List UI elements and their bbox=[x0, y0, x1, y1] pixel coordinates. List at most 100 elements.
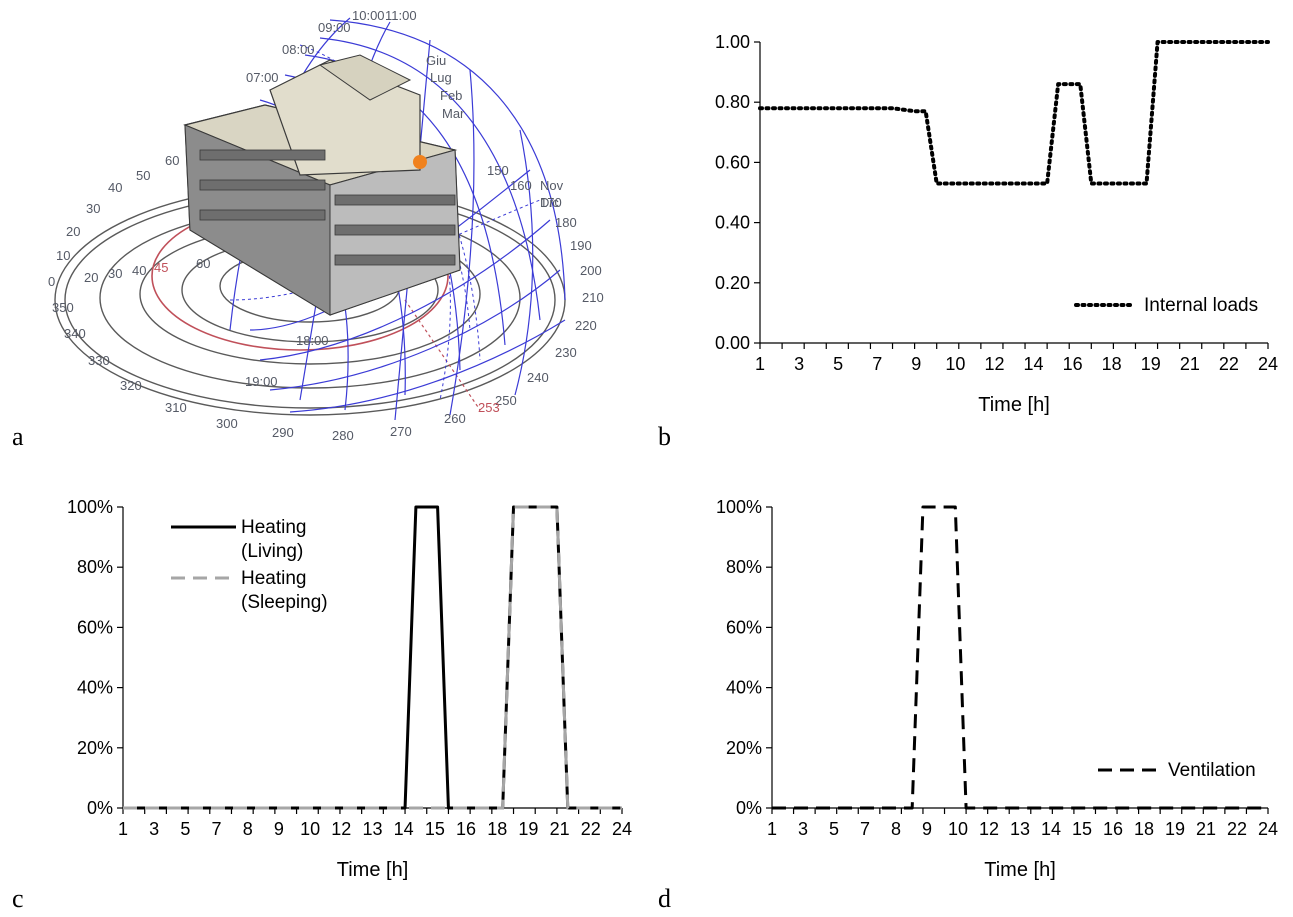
azimuth-label: 170 bbox=[540, 195, 562, 210]
x-tick-label: 8 bbox=[243, 819, 253, 839]
x-tick-label: 21 bbox=[1196, 819, 1216, 839]
azimuth-label: 310 bbox=[165, 400, 187, 415]
radial-label: 60 bbox=[196, 256, 210, 271]
hour-label: 18:00 bbox=[296, 333, 329, 348]
azimuth-label: 220 bbox=[575, 318, 597, 333]
x-tick-label: 5 bbox=[829, 819, 839, 839]
legend-label: (Living) bbox=[241, 541, 303, 562]
azimuth-label: 150 bbox=[487, 163, 509, 178]
series-line-1 bbox=[772, 505, 1268, 810]
azimuth-label: 180 bbox=[555, 215, 577, 230]
hour-label: 11:00 bbox=[385, 8, 417, 23]
legend-label: Heating bbox=[241, 568, 307, 589]
radial-label: 30 bbox=[108, 266, 122, 281]
x-tick-label: 7 bbox=[872, 354, 882, 374]
azimuth-label: 210 bbox=[582, 290, 604, 305]
y-tick-label: 0% bbox=[87, 798, 113, 818]
x-tick-label: 14 bbox=[1041, 819, 1061, 839]
y-tick-label: 20% bbox=[726, 738, 762, 758]
x-tick-label: 16 bbox=[1063, 354, 1083, 374]
radial-label: 20 bbox=[84, 270, 98, 285]
sun-position-marker bbox=[413, 155, 427, 169]
x-tick-label: 1 bbox=[767, 819, 777, 839]
y-tick-label: 0.40 bbox=[715, 213, 750, 233]
azimuth-label: 330 bbox=[88, 353, 110, 368]
x-tick-label: 3 bbox=[149, 819, 159, 839]
y-tick-label: 100% bbox=[67, 497, 113, 517]
x-tick-label: 12 bbox=[331, 819, 351, 839]
x-tick-label: 9 bbox=[922, 819, 932, 839]
y-tick-label: 60% bbox=[77, 617, 113, 637]
x-tick-label: 15 bbox=[425, 819, 445, 839]
x-tick-label: 22 bbox=[1227, 819, 1247, 839]
x-tick-label: 19 bbox=[1165, 819, 1185, 839]
x-tick-label: 10 bbox=[300, 819, 320, 839]
azimuth-label: 320 bbox=[120, 378, 142, 393]
radial-label: 50 bbox=[136, 168, 150, 183]
x-tick-label: 7 bbox=[860, 819, 870, 839]
building-model bbox=[183, 54, 461, 316]
x-tick-label: 13 bbox=[1010, 819, 1030, 839]
radial-label-red: 45 bbox=[154, 260, 168, 275]
azimuth-label-red: 253 bbox=[478, 400, 500, 415]
x-tick-label: 22 bbox=[581, 819, 601, 839]
y-tick-label: 0% bbox=[736, 798, 762, 818]
y-tick-label: 20% bbox=[77, 738, 113, 758]
azimuth-label: 200 bbox=[580, 263, 602, 278]
y-tick-label: 40% bbox=[726, 678, 762, 698]
x-tick-label: 14 bbox=[394, 819, 414, 839]
hour-label: 08:00 bbox=[282, 42, 315, 57]
azimuth-label: 300 bbox=[216, 416, 238, 431]
month-label: Lug bbox=[430, 70, 452, 85]
x-tick-label: 7 bbox=[212, 819, 222, 839]
y-tick-label: 40% bbox=[77, 678, 113, 698]
month-label: Mar bbox=[442, 106, 465, 121]
x-tick-label: 5 bbox=[180, 819, 190, 839]
x-tick-label: 9 bbox=[911, 354, 921, 374]
x-tick-label: 24 bbox=[1258, 819, 1278, 839]
x-tick-label: 13 bbox=[362, 819, 382, 839]
radial-label: 10 bbox=[56, 248, 70, 263]
x-tick-label: 19 bbox=[518, 819, 538, 839]
radial-label: 40 bbox=[132, 263, 146, 278]
azimuth-label: 290 bbox=[272, 425, 294, 440]
x-tick-label: 18 bbox=[1102, 354, 1122, 374]
month-label: Feb bbox=[440, 88, 462, 103]
azimuth-label: 350 bbox=[52, 300, 74, 315]
x-tick-label: 19 bbox=[1141, 354, 1161, 374]
azimuth-label: 240 bbox=[527, 370, 549, 385]
y-tick-label: 60% bbox=[726, 617, 762, 637]
x-tick-label: 18 bbox=[487, 819, 507, 839]
x-tick-label: 8 bbox=[891, 819, 901, 839]
x-tick-label: 12 bbox=[979, 819, 999, 839]
x-axis-label: Time [h] bbox=[978, 394, 1050, 416]
x-tick-label: 24 bbox=[612, 819, 632, 839]
hour-label: 09:00 bbox=[318, 20, 351, 35]
legend-label: Internal loads bbox=[1144, 295, 1258, 316]
red-azimuth-line bbox=[404, 299, 481, 411]
panel-letter-d: d bbox=[658, 884, 671, 913]
legend-label: Heating bbox=[241, 517, 307, 538]
x-tick-label: 1 bbox=[118, 819, 128, 839]
y-tick-label: 80% bbox=[726, 557, 762, 577]
y-tick-label: 100% bbox=[716, 497, 762, 517]
y-tick-label: 1.00 bbox=[715, 32, 750, 52]
azimuth-label: 270 bbox=[390, 424, 412, 439]
x-tick-label: 21 bbox=[1180, 354, 1200, 374]
x-tick-label: 10 bbox=[948, 819, 968, 839]
radial-label: 20 bbox=[66, 224, 80, 239]
x-tick-label: 24 bbox=[1258, 354, 1278, 374]
y-tick-label: 0.20 bbox=[715, 273, 750, 293]
x-tick-label: 14 bbox=[1024, 354, 1044, 374]
azimuth-label: 260 bbox=[444, 411, 466, 426]
legend-label: (Sleeping) bbox=[241, 592, 328, 613]
month-label: Dic bbox=[540, 195, 559, 210]
azimuth-label: 340 bbox=[64, 326, 86, 341]
series-line-1 bbox=[758, 40, 1270, 186]
panel-letter-b: b bbox=[658, 422, 671, 451]
x-axis-label: Time [h] bbox=[337, 859, 409, 881]
y-tick-label: 0.00 bbox=[715, 333, 750, 353]
azimuth-label: 230 bbox=[555, 345, 577, 360]
